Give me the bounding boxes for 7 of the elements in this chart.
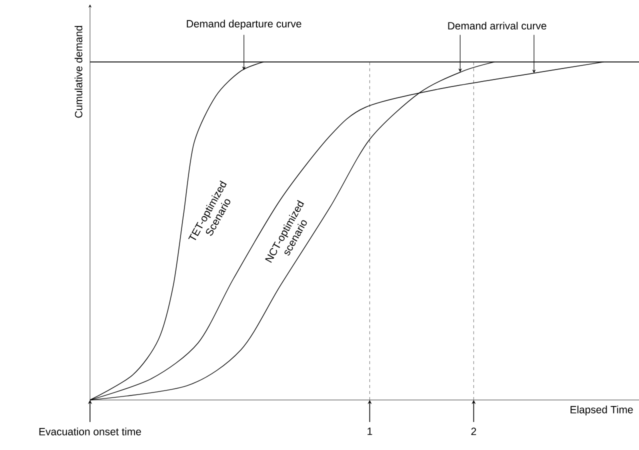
x-tick-label: 2 [471, 428, 476, 435]
x-tick-label: 1 [368, 428, 372, 435]
annotation: Demand departure curve [186, 20, 302, 30]
x-axis-title: Elapsed Time [570, 406, 633, 416]
x-tick-label: Evacuation onset time [39, 428, 141, 436]
y-axis-title: Cumulative demand [74, 26, 82, 118]
annotation: Demand arrival curve [448, 22, 546, 30]
